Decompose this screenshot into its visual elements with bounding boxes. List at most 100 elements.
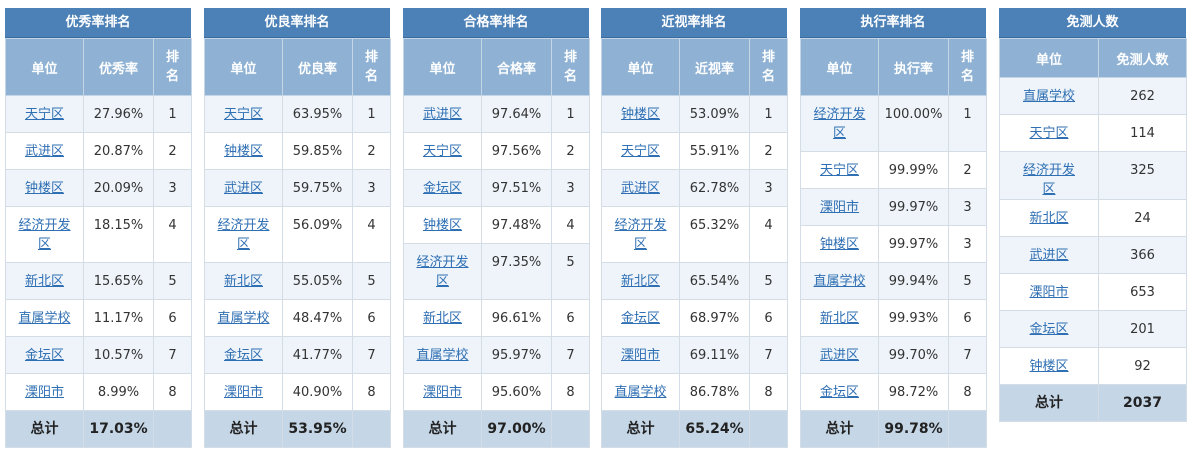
unit-link[interactable]: 新北区 [422, 311, 462, 326]
rank-cell: 3 [551, 169, 590, 207]
table-row: 经济开发区 56.09% 4 [204, 206, 391, 263]
unit-cell: 溧阳市 [204, 373, 283, 411]
unit-link[interactable]: 溧阳市 [819, 200, 859, 215]
table-row: 溧阳市 40.90% 8 [204, 373, 391, 411]
unit-link[interactable]: 新北区 [819, 311, 859, 326]
unit-cell: 溧阳市 [800, 188, 879, 226]
unit-link[interactable]: 武进区 [24, 144, 64, 159]
unit-link[interactable]: 金坛区 [223, 348, 263, 363]
unit-link[interactable]: 钟楼区 [24, 181, 64, 196]
rank-cell: 5 [352, 262, 391, 300]
table-row: 金坛区 10.57% 7 [5, 336, 192, 374]
unit-link[interactable]: 经济开发区 [614, 218, 667, 252]
unit-link[interactable]: 天宁区 [1029, 126, 1069, 141]
value-cell: 99.99% [878, 151, 949, 189]
rank-cell: 7 [551, 336, 590, 374]
unit-link[interactable]: 武进区 [620, 181, 660, 196]
unit-link[interactable]: 武进区 [422, 107, 462, 122]
unit-link[interactable]: 经济开发区 [1022, 163, 1075, 197]
unit-link[interactable]: 武进区 [223, 181, 263, 196]
unit-link[interactable]: 天宁区 [223, 107, 263, 122]
unit-link[interactable]: 直属学校 [813, 274, 866, 289]
unit-link[interactable]: 武进区 [819, 348, 859, 363]
rank-cell: 4 [352, 206, 391, 263]
unit-cell: 武进区 [800, 336, 879, 374]
header-metric: 执行率 [878, 38, 949, 96]
unit-cell: 金坛区 [403, 169, 482, 207]
unit-link[interactable]: 金坛区 [422, 181, 462, 196]
table-row: 直属学校 11.17% 6 [5, 299, 192, 337]
unit-cell: 天宁区 [800, 151, 879, 189]
unit-link[interactable]: 武进区 [1029, 248, 1069, 263]
unit-link[interactable]: 经济开发区 [18, 218, 71, 252]
value-cell: 99.93% [878, 299, 949, 337]
unit-link[interactable]: 直属学校 [18, 311, 71, 326]
table-row: 金坛区 97.51% 3 [403, 169, 590, 207]
unit-link[interactable]: 新北区 [620, 274, 660, 289]
unit-link[interactable]: 天宁区 [620, 144, 660, 159]
panel-title: 合格率排名 [403, 8, 589, 38]
value-cell: 10.57% [83, 336, 154, 374]
table-row: 经济开发区 65.32% 4 [601, 206, 788, 263]
unit-cell: 钟楼区 [800, 225, 879, 263]
unit-link[interactable]: 新北区 [223, 274, 263, 289]
unit-link[interactable]: 溧阳市 [620, 348, 660, 363]
unit-cell: 天宁区 [403, 132, 482, 170]
total-label: 总计 [800, 410, 879, 448]
unit-link[interactable]: 经济开发区 [217, 218, 270, 252]
unit-link[interactable]: 金坛区 [620, 311, 660, 326]
unit-link[interactable]: 钟楼区 [1029, 359, 1069, 374]
unit-link[interactable]: 直属学校 [217, 311, 270, 326]
unit-link[interactable]: 钟楼区 [620, 107, 660, 122]
unit-link[interactable]: 直属学校 [416, 348, 469, 363]
panel-title: 免测人数 [999, 8, 1186, 38]
value-cell: 95.60% [481, 373, 552, 411]
unit-cell: 新北区 [5, 262, 84, 300]
total-row: 总计 65.24% [601, 410, 788, 448]
unit-cell: 武进区 [403, 95, 482, 133]
unit-link[interactable]: 金坛区 [819, 385, 859, 400]
table-row: 武进区 366 [999, 236, 1187, 274]
table-row: 金坛区 41.77% 7 [204, 336, 391, 374]
unit-link[interactable]: 钟楼区 [819, 237, 859, 252]
unit-link[interactable]: 新北区 [24, 274, 64, 289]
unit-link[interactable]: 金坛区 [1029, 322, 1069, 337]
rank-cell: 1 [352, 95, 391, 133]
unit-link[interactable]: 天宁区 [819, 163, 859, 178]
unit-cell: 金坛区 [601, 299, 680, 337]
unit-cell: 武进区 [601, 169, 680, 207]
total-rank-empty [153, 410, 192, 448]
unit-link[interactable]: 直属学校 [614, 385, 667, 400]
unit-link[interactable]: 直属学校 [1022, 89, 1075, 104]
rank-cell: 5 [749, 262, 788, 300]
rank-cell: 4 [153, 206, 192, 263]
unit-link[interactable]: 溧阳市 [1029, 285, 1069, 300]
unit-link[interactable]: 钟楼区 [422, 218, 462, 233]
unit-link[interactable]: 天宁区 [422, 144, 462, 159]
unit-link[interactable]: 经济开发区 [416, 255, 469, 289]
unit-link[interactable]: 溧阳市 [24, 385, 64, 400]
total-label: 总计 [204, 410, 283, 448]
unit-link[interactable]: 经济开发区 [813, 107, 866, 141]
total-value: 53.95% [282, 410, 353, 448]
value-cell: 96.61% [481, 299, 552, 337]
rank-cell: 1 [749, 95, 788, 133]
unit-cell: 天宁区 [601, 132, 680, 170]
unit-link[interactable]: 溧阳市 [223, 385, 263, 400]
unit-link[interactable]: 钟楼区 [223, 144, 263, 159]
total-rank-empty [551, 410, 590, 448]
exempt-table: 单位 免测人数 直属学校 262 天宁区 114 经济开发区 325 新北区 24 武进区 366 溧阳… [999, 38, 1187, 422]
table-row: 经济开发区 97.35% 5 [403, 243, 590, 300]
rank-cell: 2 [948, 151, 987, 189]
ranking-table: 单位 优良率排名天宁区 63.95% 1 钟楼区 59.85% 2 武进区 59.75% 3 经济开… [204, 38, 391, 448]
unit-link[interactable]: 天宁区 [24, 107, 64, 122]
rank-cell: 3 [948, 188, 987, 226]
unit-link[interactable]: 新北区 [1029, 211, 1069, 226]
table-row: 金坛区 98.72% 8 [800, 373, 987, 411]
ranking-table: 单位 执行率排名经济开发区 100.00% 1 天宁区 99.99% 2 溧阳市 99.97% 3… [800, 38, 987, 448]
exempt-panel: 免测人数 单位 免测人数 直属学校 262 天宁区 114 经济开发区 325 新北区 24 武进区 3… [999, 8, 1187, 422]
ranking-table: 单位 近视率排名钟楼区 53.09% 1 天宁区 55.91% 2 武进区 62.78% 3 经济开… [601, 38, 788, 448]
unit-link[interactable]: 溧阳市 [422, 385, 462, 400]
table-row: 金坛区 201 [999, 310, 1187, 348]
unit-link[interactable]: 金坛区 [24, 348, 64, 363]
